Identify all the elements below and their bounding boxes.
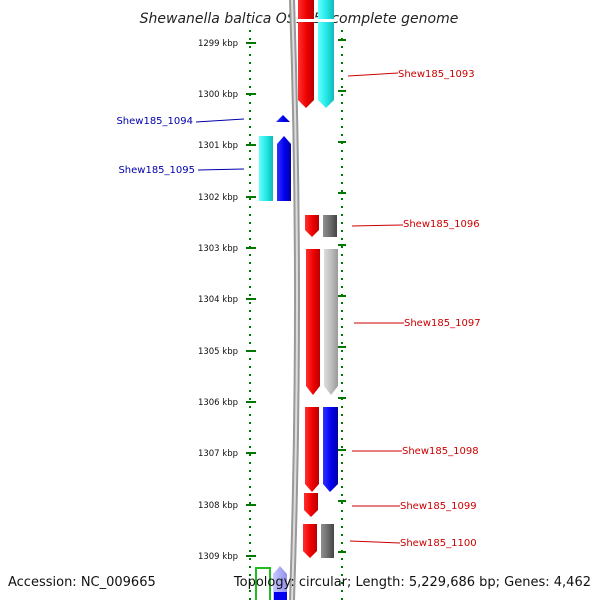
tick-label: 1302 kbp xyxy=(198,193,238,203)
separator xyxy=(296,19,336,22)
gene-label-shew185-1095[interactable]: Shew185_1095 xyxy=(118,165,195,176)
gene-partial-blue[interactable] xyxy=(274,592,287,600)
gene-shew185-1095-cds[interactable] xyxy=(277,136,291,201)
tick-label: 1305 kbp xyxy=(198,347,238,357)
tick-label: 1301 kbp xyxy=(198,141,238,151)
label-leader-shew185-1093 xyxy=(347,72,399,77)
gene-shew185-1093-product[interactable] xyxy=(318,0,334,108)
gene-partial-green-outline[interactable] xyxy=(255,567,271,600)
tick-label: 1308 kbp xyxy=(198,501,238,511)
gene-shew185-1096-cds[interactable] xyxy=(305,215,319,237)
gene-shew185-1099-cds[interactable] xyxy=(304,493,318,517)
gene-label-shew185-1099[interactable]: Shew185_1099 xyxy=(400,501,477,512)
label-leader-shew185-1095 xyxy=(197,168,245,171)
gene-shew185-1095-product[interactable] xyxy=(259,136,273,201)
tick-label: 1299 kbp xyxy=(198,39,238,49)
gene-label-shew185-1096[interactable]: Shew185_1096 xyxy=(403,219,480,230)
gene-shew185-1097-product[interactable] xyxy=(324,249,338,395)
gene-label-shew185-1094[interactable]: Shew185_1094 xyxy=(116,116,193,127)
gene-label-shew185-1098[interactable]: Shew185_1098 xyxy=(402,446,479,457)
gene-shew185-1098-cds[interactable] xyxy=(305,407,319,492)
tick-label: 1304 kbp xyxy=(198,295,238,305)
label-leader-shew185-1094 xyxy=(195,118,245,123)
tick-label: 1303 kbp xyxy=(198,244,238,254)
gene-partial-pale-blue[interactable] xyxy=(273,566,287,600)
gene-shew185-1098-product[interactable] xyxy=(323,407,338,492)
label-leader-shew185-1096 xyxy=(351,224,404,227)
kbp-scale: 1299 kbp 1300 kbp 1301 kbp 1302 kbp 1303… xyxy=(198,39,256,562)
tick-label: 1300 kbp xyxy=(198,90,238,100)
accession-label: Accession: NC_009665 xyxy=(8,575,156,590)
topology-label: Topology: circular; Length: 5,229,686 bp… xyxy=(233,575,591,590)
gene-label-shew185-1100[interactable]: Shew185_1100 xyxy=(400,538,477,549)
tick-label: 1309 kbp xyxy=(198,552,238,562)
genome-backbone-inner xyxy=(291,0,298,600)
right-tick-marks xyxy=(338,39,346,553)
gene-shew185-1100-cds[interactable] xyxy=(303,524,317,558)
label-leader-shew185-1100 xyxy=(349,540,401,544)
gene-label-shew185-1097[interactable]: Shew185_1097 xyxy=(404,318,481,329)
gene-shew185-1093-cds[interactable] xyxy=(298,0,314,108)
tick-label: 1307 kbp xyxy=(198,449,238,459)
gene-shew185-1094-cds[interactable] xyxy=(276,115,290,122)
gene-shew185-1096-product[interactable] xyxy=(323,215,337,237)
gene-shew185-1093-cds-upper xyxy=(298,0,314,20)
gene-shew185-1100-product[interactable] xyxy=(321,524,334,558)
gene-shew185-1097-cds[interactable] xyxy=(306,249,320,395)
gene-label-shew185-1093[interactable]: Shew185_1093 xyxy=(398,69,475,80)
tick-label: 1306 kbp xyxy=(198,398,238,408)
